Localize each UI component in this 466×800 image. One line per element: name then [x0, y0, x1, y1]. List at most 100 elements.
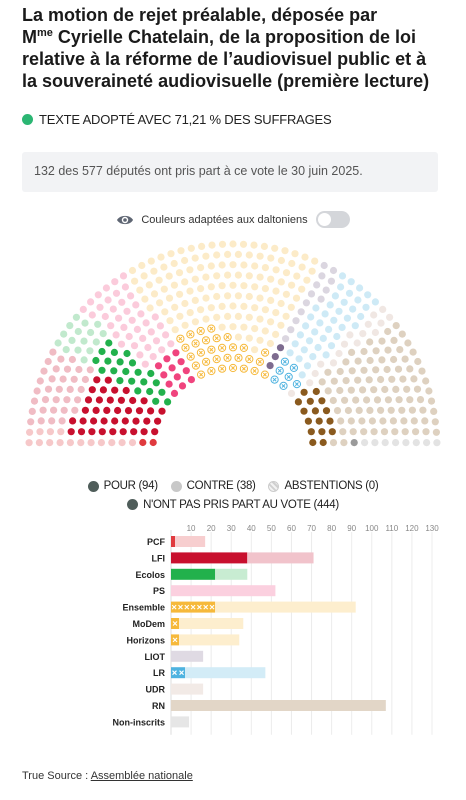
- bar-absent: [171, 700, 386, 711]
- source-link[interactable]: Assemblée nationale: [90, 770, 193, 782]
- contre-mark: [262, 372, 267, 377]
- seat-liot: [266, 362, 274, 370]
- seat-rn: [365, 376, 373, 384]
- contre-mark: [204, 359, 209, 364]
- seat-ensemble: [167, 250, 175, 258]
- seat-udr: [364, 320, 372, 328]
- seat-rn: [400, 417, 408, 425]
- seat-liot: [292, 317, 300, 325]
- seat-rn: [396, 346, 404, 354]
- seat-ps: [79, 305, 87, 313]
- contre-mark: [225, 355, 230, 360]
- seat-ensemble: [229, 323, 237, 331]
- seat-lfi: [124, 407, 133, 415]
- seat-ps: [96, 303, 104, 311]
- seat-rn: [390, 336, 398, 344]
- colorblind-toggle[interactable]: [315, 211, 350, 228]
- seat-ps: [127, 292, 135, 300]
- contre-mark: [236, 355, 241, 360]
- seat-horizons: [291, 250, 299, 258]
- bar-absent: [171, 585, 276, 597]
- contre-mark: [241, 366, 246, 371]
- seat-ecolos: [116, 377, 124, 385]
- x-tick-label: 100: [365, 524, 379, 533]
- seat-rn: [366, 338, 374, 346]
- seat-rn: [377, 375, 385, 384]
- seat-udr: [306, 379, 314, 387]
- seat-ensemble: [218, 323, 226, 331]
- seat-lfi: [77, 385, 85, 394]
- seat-lfi: [41, 396, 50, 404]
- seat-ps: [141, 360, 149, 368]
- seat-lr: [311, 328, 319, 336]
- seat-modem: [256, 252, 264, 260]
- x-tick-label: 50: [267, 524, 276, 533]
- seat-horizons: [272, 266, 280, 274]
- seat-ecolos: [87, 328, 95, 337]
- seat-liot: [302, 299, 310, 307]
- seat-ecolos: [81, 319, 89, 327]
- seat-lfi: [90, 417, 98, 425]
- contre-mark: [294, 382, 299, 387]
- seat-lfi: [100, 417, 108, 425]
- seat-horizons: [272, 287, 280, 295]
- legend-pour: POUR (94): [87, 478, 158, 494]
- seat-ensemble: [202, 315, 210, 323]
- seat-ps: [136, 351, 144, 359]
- seat-noninscrits: [433, 439, 441, 447]
- category-label: RN: [152, 701, 165, 711]
- seat-lfi: [28, 407, 36, 415]
- seat-rn: [373, 396, 382, 404]
- seat-ensemble: [229, 261, 237, 269]
- seat-ensemble: [160, 285, 168, 293]
- seat-horizons: [266, 339, 274, 348]
- contre-mark: [209, 326, 214, 331]
- seat-ps: [170, 389, 179, 397]
- seat-lr: [319, 334, 327, 342]
- seat-modem: [251, 325, 259, 333]
- seat-ps: [102, 284, 110, 292]
- seat-rn: [294, 398, 302, 406]
- seat-lfi: [55, 385, 63, 393]
- seat-modem: [251, 346, 259, 354]
- seat-rn: [383, 365, 391, 374]
- seat-ps: [178, 382, 187, 390]
- seat-udr: [371, 328, 379, 337]
- seat-lfi: [57, 355, 65, 363]
- seat-ps: [109, 305, 117, 313]
- seat-lr: [333, 332, 341, 341]
- contre-mark: [247, 357, 252, 362]
- result-text: TEXTE ADOPTÉ AVEC 71,21 % DES SUFFRAGES: [39, 112, 332, 127]
- seat-rn: [387, 406, 395, 414]
- seat-lfi: [121, 417, 129, 425]
- seat-rn: [318, 397, 326, 405]
- contre-mark: [172, 621, 178, 626]
- seat-rn: [358, 417, 366, 425]
- seat-liot: [329, 266, 338, 275]
- contre-mark: [214, 336, 219, 341]
- seat-rn: [336, 386, 344, 395]
- seat-lr: [340, 298, 348, 306]
- seat-pcf: [25, 439, 33, 447]
- seat-rn: [408, 406, 416, 414]
- contre-mark: [231, 345, 235, 350]
- seat-ensemble: [150, 290, 159, 298]
- seat-rn: [324, 387, 332, 395]
- seat-ps: [162, 331, 170, 339]
- seat-ecolos: [140, 378, 148, 386]
- seat-lfi: [74, 396, 82, 404]
- seat-rn: [422, 377, 430, 385]
- seat-modem: [240, 302, 248, 310]
- seat-rn: [309, 438, 317, 447]
- seat-modem: [229, 240, 237, 248]
- seat-rn: [304, 417, 312, 425]
- seat-lfi: [75, 365, 83, 374]
- seat-rn: [403, 385, 411, 393]
- seat-ecolos: [123, 349, 131, 358]
- seat-rn: [414, 357, 422, 366]
- seat-rn: [360, 428, 368, 436]
- x-tick-label: 30: [227, 524, 236, 533]
- seat-lr: [371, 298, 379, 306]
- seat-udr: [335, 349, 343, 358]
- seat-ensemble: [202, 273, 210, 281]
